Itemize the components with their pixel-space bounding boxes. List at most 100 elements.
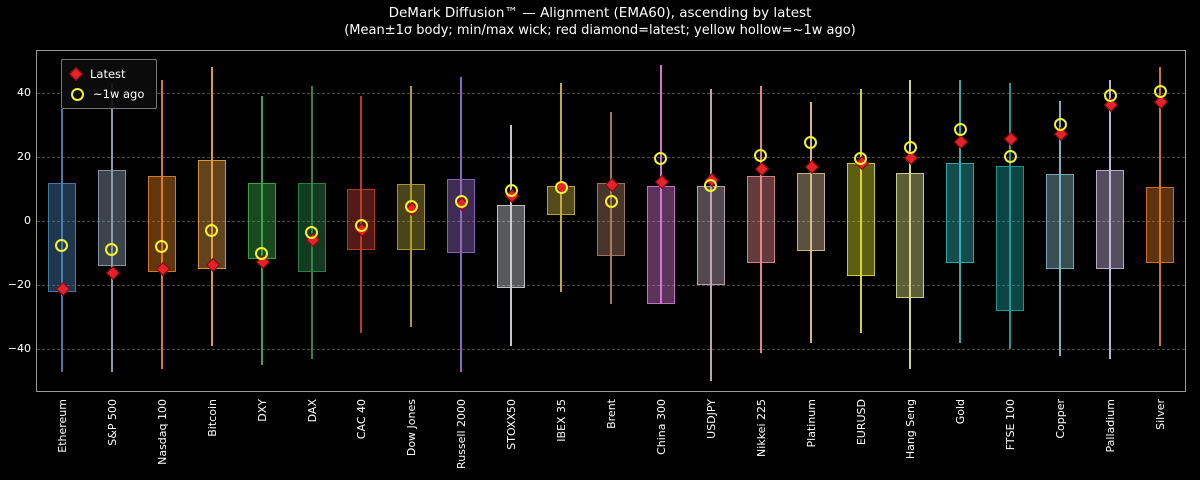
week-ago-marker <box>205 224 219 238</box>
series-body <box>646 185 675 305</box>
x-tick-label: Brent <box>605 399 618 429</box>
week-ago-marker <box>903 140 917 154</box>
chart-subtitle: (Mean±1σ body; min/max wick; red diamond… <box>344 23 856 38</box>
x-tick-label: Silver <box>1154 399 1168 430</box>
week-ago-marker <box>504 184 518 198</box>
series-wick <box>460 76 463 372</box>
series-body <box>397 184 426 250</box>
series-wick <box>510 124 513 347</box>
week-ago-marker <box>953 123 967 137</box>
x-tick-label: Hang Seng <box>904 399 918 460</box>
series-body <box>1146 187 1175 263</box>
latest-marker <box>105 266 120 281</box>
x-tick-label: Platinum <box>804 399 818 448</box>
week-ago-marker <box>1103 89 1117 103</box>
x-tick-label: Palladium <box>1104 399 1118 453</box>
week-ago-marker <box>1153 84 1167 98</box>
legend: Latest ~1w ago <box>61 59 158 109</box>
x-tick-label: DXY <box>255 399 269 422</box>
latest-marker <box>1004 131 1019 146</box>
week-ago-marker <box>804 135 818 149</box>
series-body <box>1096 169 1125 270</box>
week-ago-marker <box>255 246 269 260</box>
y-tick-label: 0 <box>24 214 31 227</box>
series-wick <box>260 95 263 366</box>
series-body <box>497 204 526 289</box>
series-wick <box>959 79 962 343</box>
week-ago-marker <box>854 151 868 165</box>
latest-marker <box>954 134 969 149</box>
week-ago-marker <box>454 195 468 209</box>
series-wick <box>909 79 912 369</box>
series-wick <box>610 111 612 305</box>
series-wick <box>859 89 862 334</box>
series-body <box>147 176 176 273</box>
week-ago-marker <box>404 200 418 214</box>
y-tick-label: −20 <box>7 278 31 292</box>
week-ago-marker <box>754 148 768 162</box>
x-tick-label: USDJPY <box>704 399 718 439</box>
week-ago-marker <box>704 179 718 193</box>
x-tick-label: DAX <box>305 399 319 423</box>
x-tick-label: IBEX 35 <box>555 399 569 442</box>
series-body <box>996 166 1025 311</box>
series-body <box>197 160 226 270</box>
week-ago-marker <box>554 180 568 194</box>
series-wick <box>210 67 213 347</box>
week-ago-marker <box>604 195 618 209</box>
x-tick-label: S&P 500 <box>105 399 119 446</box>
x-tick-label: STOXX50 <box>505 399 519 450</box>
series-wick <box>360 95 363 334</box>
series-wick <box>709 89 712 382</box>
series-body <box>1046 174 1075 270</box>
chart-title: DeMark Diffusion™ — Alignment (EMA60), a… <box>388 5 812 21</box>
series-body <box>946 163 975 263</box>
series-wick <box>809 102 812 343</box>
y-tick-label: 20 <box>17 149 31 163</box>
week-ago-marker <box>105 243 119 257</box>
legend-week-ago-label: ~1w ago <box>93 87 145 101</box>
series-wick <box>110 83 113 372</box>
week-ago-marker <box>654 151 668 165</box>
x-tick-label: FTSE 100 <box>1004 399 1018 451</box>
series-body <box>47 182 76 292</box>
gridline <box>37 349 1185 351</box>
series-body <box>447 179 476 254</box>
week-ago-marker <box>354 219 368 233</box>
series-wick <box>310 86 313 359</box>
week-ago-circle-icon <box>71 87 84 101</box>
x-tick-label: Nasdaq 100 <box>155 399 169 465</box>
week-ago-marker <box>155 240 169 254</box>
y-tick-label: −40 <box>7 342 31 356</box>
series-body <box>597 182 625 257</box>
series-wick <box>1109 79 1112 359</box>
week-ago-marker <box>305 225 319 239</box>
series-wick <box>160 79 163 369</box>
series-body <box>796 172 825 252</box>
latest-marker <box>754 161 769 177</box>
series-body <box>846 163 875 276</box>
legend-item-week-ago: ~1w ago <box>71 87 144 101</box>
series-body <box>696 185 725 286</box>
x-tick-label: Russell 2000 <box>455 399 469 469</box>
series-wick <box>1059 100 1062 356</box>
series-body <box>896 172 925 298</box>
series-body <box>746 176 775 263</box>
x-tick-label: EURUSD <box>854 399 868 446</box>
gridline <box>37 92 1185 94</box>
x-tick-label: Nikkei 225 <box>754 399 768 457</box>
x-tick-label: Bitcoin <box>205 399 219 437</box>
x-tick-label: Dow Jones <box>405 399 419 457</box>
series-wick <box>1159 67 1162 347</box>
week-ago-marker <box>55 238 69 252</box>
x-tick-label: Ethereum <box>55 399 69 453</box>
y-tick-label: 40 <box>17 85 31 99</box>
week-ago-marker <box>1053 118 1067 132</box>
week-ago-marker <box>1003 150 1017 164</box>
x-tick-label: Gold <box>954 399 968 425</box>
series-wick <box>1009 83 1012 350</box>
x-tick-label: Copper <box>1054 399 1068 439</box>
x-tick-label: CAC 40 <box>355 399 369 440</box>
chart-plot-area: Latest ~1w ago −40 −20 0 20 40 Ethereum S&P 50… <box>8 50 1186 469</box>
